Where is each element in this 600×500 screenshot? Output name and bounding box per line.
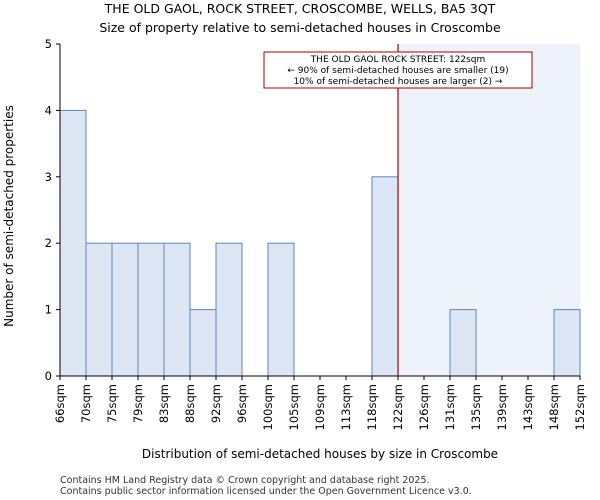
x-tick-label: 83sqm (157, 384, 171, 423)
x-tick-label: 131sqm (443, 384, 457, 430)
x-tick-label: 79sqm (131, 384, 145, 423)
x-tick-label: 92sqm (209, 384, 223, 423)
y-tick-label: 3 (45, 170, 52, 184)
x-tick-label: 143sqm (521, 384, 535, 430)
y-tick-label: 4 (45, 103, 52, 117)
bar-70sqm (85, 242, 113, 377)
bar-92sqm (215, 242, 243, 377)
annotation-box (263, 51, 533, 89)
chart-title: THE OLD GAOL, ROCK STREET, CROSCOMBE, WE… (104, 1, 496, 16)
x-tick-label: 75sqm (105, 384, 119, 423)
x-tick-label: 122sqm (391, 384, 405, 430)
x-axis-label: Distribution of semi-detached houses by … (142, 447, 498, 461)
x-tick-label: 96sqm (235, 384, 249, 423)
footer-line-2: Contains public sector information licen… (60, 486, 472, 497)
annotation-larger: 10% of semi-detached houses are larger (… (294, 77, 503, 87)
bar-118sqm (371, 176, 399, 377)
bar-131sqm (449, 309, 477, 377)
bar-83sqm (163, 242, 191, 377)
x-tick-label: 105sqm (287, 384, 301, 430)
chart-subtitle: Size of property relative to semi-detach… (99, 20, 501, 35)
x-tick-label: 139sqm (495, 384, 509, 430)
y-tick-label: 5 (45, 37, 52, 51)
x-tick-label: 100sqm (261, 384, 275, 430)
x-tick-label: 126sqm (417, 384, 431, 430)
annotation-smaller: ← 90% of semi-detached houses are smalle… (287, 66, 508, 76)
x-tick-label: 109sqm (313, 384, 327, 430)
y-axis-label: Number of semi-detached properties (2, 105, 16, 327)
x-tick-label: 152sqm (573, 384, 587, 430)
bar-66sqm (59, 109, 87, 377)
x-tick-label: 70sqm (79, 384, 93, 423)
bar-100sqm (267, 242, 295, 377)
bar-75sqm (111, 242, 139, 377)
y-tick-label: 2 (45, 236, 52, 250)
bar-88sqm (189, 309, 217, 377)
bar-79sqm (137, 242, 165, 377)
bar-148sqm (553, 309, 581, 377)
x-tick-label: 88sqm (183, 384, 197, 423)
x-tick-label: 113sqm (339, 384, 353, 430)
y-tick-label: 0 (45, 369, 52, 383)
footer-line-1: Contains HM Land Registry data © Crown c… (60, 475, 430, 486)
highlight-region (398, 44, 580, 376)
annotation-title: THE OLD GAOL ROCK STREET: 122sqm (310, 55, 486, 65)
x-tick-label: 148sqm (547, 384, 561, 430)
y-tick-label: 1 (45, 303, 52, 317)
x-tick-label: 118sqm (365, 384, 379, 430)
x-tick-label: 66sqm (53, 384, 67, 423)
x-tick-label: 135sqm (469, 384, 483, 430)
